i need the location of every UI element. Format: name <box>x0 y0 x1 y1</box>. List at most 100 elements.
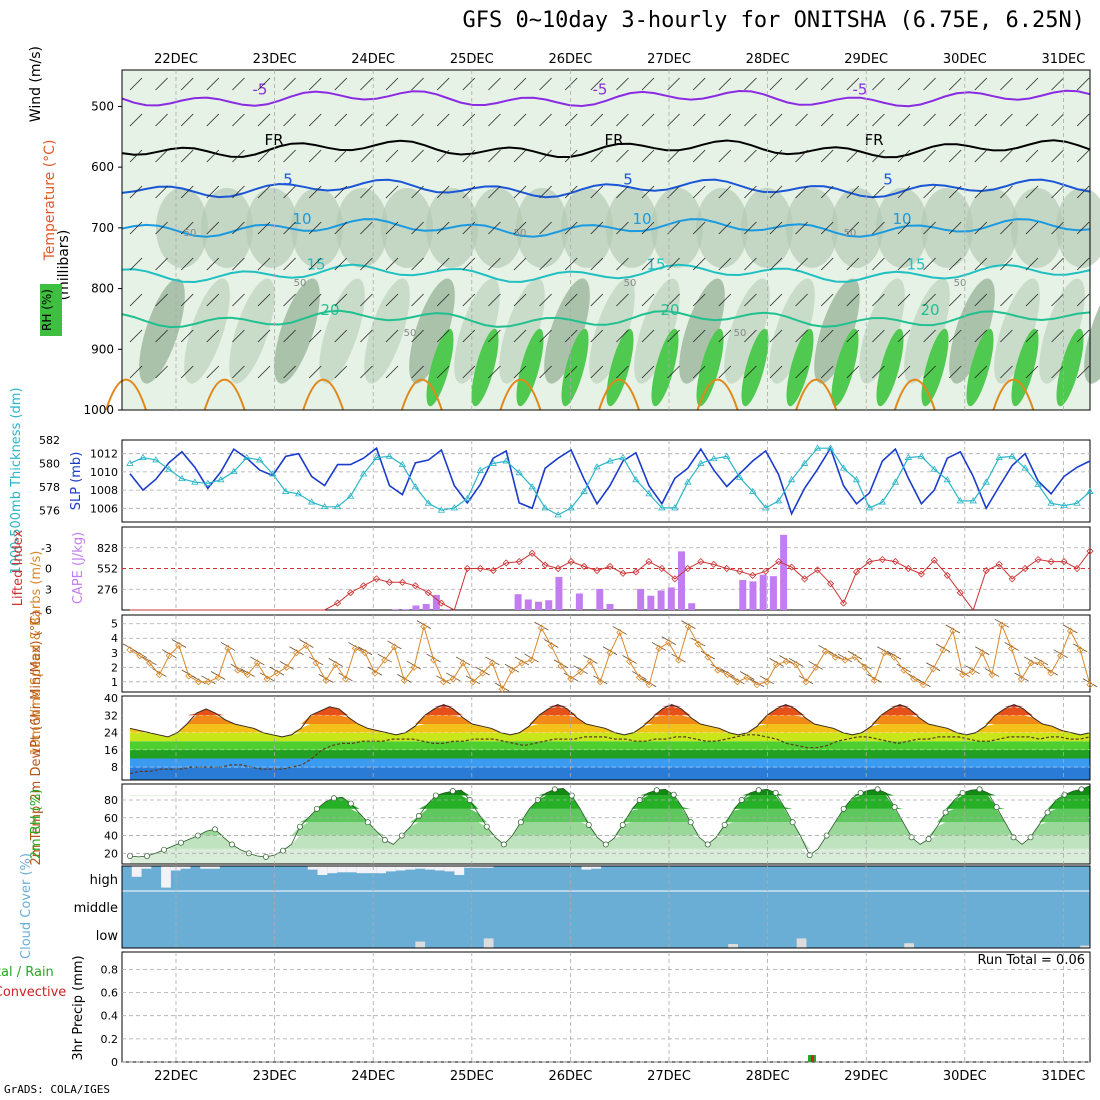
wind-barb <box>974 257 988 271</box>
li-marker <box>904 564 912 573</box>
date-label-top: 27DEC <box>647 52 691 67</box>
wind-barb <box>155 293 168 307</box>
wind-10m-barb <box>837 653 853 663</box>
wind-barb <box>411 149 424 163</box>
isotherm-label: 20 <box>920 301 939 319</box>
wind-10m-barb <box>886 650 902 660</box>
thickness-marker <box>917 452 926 459</box>
wind-speed-marker <box>459 659 467 667</box>
wind-barb <box>385 221 399 235</box>
wind-barb <box>948 257 962 271</box>
wind-barb <box>923 257 936 271</box>
wind-barb <box>257 221 271 235</box>
wind-barb <box>769 257 783 271</box>
wind-barb <box>436 77 450 91</box>
wind-speed-marker <box>557 662 565 670</box>
wind-barb <box>872 293 885 307</box>
wind-tick-label: 5 <box>111 618 118 631</box>
isotherm-label: -5 <box>593 81 608 99</box>
upper-ytick-label: 500 <box>91 99 114 113</box>
wind-10m-barb <box>1024 656 1039 666</box>
li-marker <box>1073 564 1081 573</box>
isotherm-label: FR <box>604 131 623 149</box>
wind-speed-marker <box>714 666 722 674</box>
wind-barb <box>436 293 450 307</box>
wind-barb <box>846 257 860 271</box>
wind-10m-barb <box>602 646 618 656</box>
thickness-marker <box>800 459 809 466</box>
wind-frame <box>121 614 1091 693</box>
wind-10m-barb <box>779 655 794 664</box>
wind-barb <box>1051 257 1064 271</box>
rh-moist-band <box>184 278 230 384</box>
wind-barb <box>308 329 322 343</box>
precip-convective-bar <box>810 1055 814 1062</box>
wind-10m-barb <box>1004 642 1019 651</box>
wind-speed-marker <box>234 666 242 674</box>
rh-high-band <box>966 328 994 407</box>
wind-barb <box>488 149 501 163</box>
thickness-marker <box>748 487 757 494</box>
wind-barb <box>180 113 194 127</box>
thickness-marker <box>567 504 575 511</box>
wind-barb <box>667 113 680 127</box>
li-marker <box>982 567 990 575</box>
thickness-marker <box>619 453 627 460</box>
wind-barb <box>692 365 706 379</box>
thickness-marker <box>502 457 510 464</box>
wind-barb <box>1076 221 1090 235</box>
isotherm-label: 20 <box>320 301 339 319</box>
wind-barb <box>411 221 424 235</box>
wind-10m-barb <box>1063 624 1078 634</box>
rh-marker <box>653 787 660 794</box>
rh-marker <box>364 819 371 826</box>
rh-marker <box>500 841 507 848</box>
wind-speed-marker <box>322 676 330 684</box>
wind-10m-barb <box>1014 672 1029 682</box>
wind-barb <box>974 365 988 379</box>
wind-barb <box>769 221 783 235</box>
wind-barb <box>590 365 604 379</box>
wind-speed-marker <box>577 668 585 676</box>
wind-barb <box>334 329 348 343</box>
thickness-tick-label: 582 <box>39 434 60 447</box>
rh-contour-label: 50 <box>954 278 967 289</box>
wind-barb <box>744 365 757 379</box>
wind-barb <box>1025 113 1039 127</box>
wind-barb <box>718 329 732 343</box>
wind-speed-marker <box>528 656 536 664</box>
wind-10m-barb <box>720 668 735 677</box>
rh-mid-band <box>291 187 343 268</box>
li-marker <box>398 578 406 586</box>
rh-mid-band <box>831 187 883 268</box>
isotherm-label: -5 <box>253 81 268 99</box>
cape-bar <box>392 609 400 610</box>
wind-barb <box>155 149 168 163</box>
li-marker <box>463 564 471 573</box>
li-marker <box>1060 558 1068 566</box>
wind-barb <box>360 149 373 163</box>
wind-barb <box>846 113 860 127</box>
wind-barb <box>923 329 936 343</box>
wind-barb <box>155 221 168 235</box>
wind-barb <box>820 77 834 91</box>
wind-speed-marker <box>224 644 232 652</box>
rh-mid-band <box>516 187 568 268</box>
rh-marker <box>840 805 847 812</box>
isotherm-label: -5 <box>853 81 868 99</box>
thickness-marker <box>152 456 160 463</box>
rh-moist-band <box>409 278 455 384</box>
temp-color-band <box>130 749 1090 759</box>
rh-marker <box>891 804 898 811</box>
wind-10m-barb <box>612 626 627 635</box>
wind-10m-barb <box>808 660 823 670</box>
li-marker <box>852 568 861 576</box>
wind-10m-barb <box>651 642 667 651</box>
thickness-marker <box>774 497 783 504</box>
cloud-level-label: high <box>90 873 118 888</box>
wind-barb <box>795 293 808 307</box>
thickness-marker <box>204 479 212 486</box>
wind-barb <box>795 329 808 343</box>
wind-barb <box>232 149 245 163</box>
thickness-marker <box>217 476 225 483</box>
